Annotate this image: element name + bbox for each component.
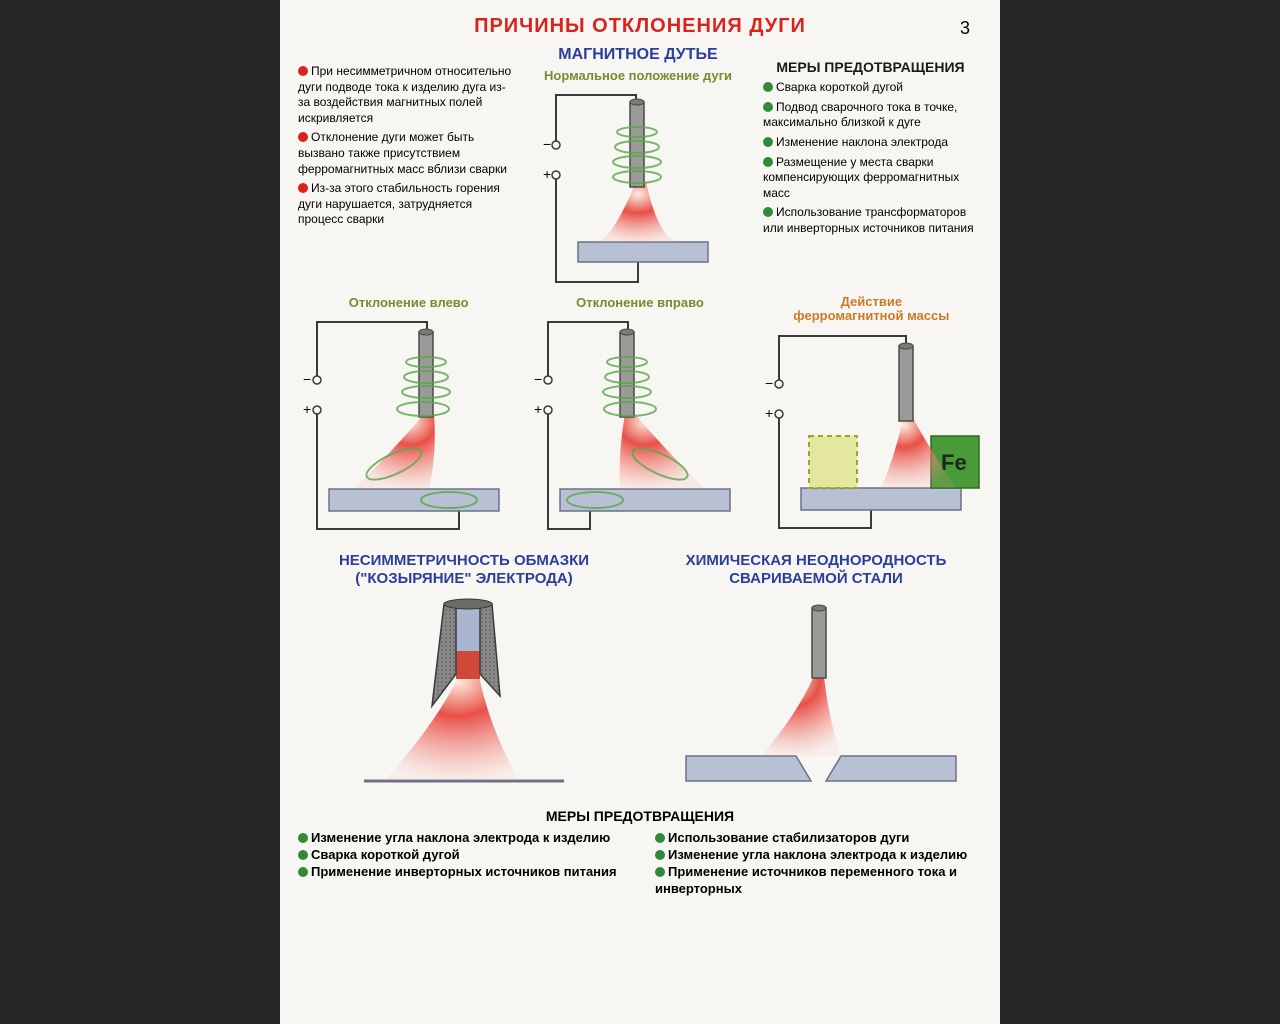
- magnetic-blow-title: МАГНИТНОЕ ДУТЬЕ: [523, 46, 753, 64]
- diagram-normal-wrapper: МАГНИТНОЕ ДУТЬЕ Нормальное положение дуг…: [523, 46, 753, 287]
- section-coating: НЕСИММЕТРИЧНОСТЬ ОБМАЗКИ ("КОЗЫРЯНИЕ" ЭЛ…: [298, 552, 630, 796]
- svg-text:+: +: [303, 401, 311, 417]
- bullet-green-icon: [298, 833, 308, 843]
- svg-text:+: +: [543, 166, 551, 182]
- bullet-green-icon: [298, 867, 308, 877]
- diagram-deflect-right: − +: [530, 314, 750, 534]
- diagram-right-cell: Отклонение вправо − +: [529, 295, 750, 534]
- diagram-ferro: − + Fe: [761, 328, 981, 533]
- bullet-red-icon: [298, 66, 308, 76]
- prevent-text: Применение инверторных источни­ков питан…: [311, 864, 617, 879]
- section-chemical: ХИМИЧЕСКАЯ НЕОДНОРОДНОСТЬ СВАРИВАЕМОЙ СТ…: [650, 552, 982, 796]
- bottom-prevent-right: Использование стабилизаторов дуги Измене…: [655, 830, 982, 898]
- svg-text:−: −: [534, 371, 542, 387]
- prevent-text: Сварка короткой дугой: [311, 847, 460, 862]
- bullet-green-icon: [655, 833, 665, 843]
- chemical-title: ХИМИЧЕСКАЯ НЕОДНОРОДНОСТЬ СВАРИВАЕМОЙ СТ…: [650, 552, 982, 588]
- diagram-chemical: [666, 596, 966, 796]
- row-lower-sections: НЕСИММЕТРИЧНОСТЬ ОБМАЗКИ ("КОЗЫРЯНИЕ" ЭЛ…: [298, 552, 982, 796]
- prevent-text: Применение источников переменного тока и…: [655, 864, 957, 896]
- right-deflect-label: Отклонение вправо: [529, 295, 750, 310]
- bottom-prevention-cols: Изменение угла наклона электрода к издел…: [298, 830, 982, 898]
- svg-text:−: −: [765, 375, 773, 391]
- bullet-green-icon: [655, 867, 665, 877]
- left-deflect-label: Отклонение влево: [298, 295, 519, 310]
- bullet-green-icon: [298, 850, 308, 860]
- prevent-text: Использование трансформа­торов или инвер…: [763, 205, 974, 235]
- diagram-ferro-cell: Действиеферромагнитной массы − +: [761, 295, 982, 534]
- bullet-green-icon: [655, 850, 665, 860]
- svg-text:−: −: [303, 371, 311, 387]
- svg-text:+: +: [765, 405, 773, 421]
- prevent-text: Изменение угла наклона электрода к издел…: [311, 830, 610, 845]
- diagram-coating: [344, 596, 584, 796]
- ferro-label: Действиеферромагнитной массы: [761, 295, 982, 324]
- row-magnetic-blow: При несимметричном относительно дуги под…: [298, 46, 982, 287]
- diagram-left-cell: Отклонение влево − +: [298, 295, 519, 534]
- bullet-red-icon: [298, 132, 308, 142]
- diagram-normal: − +: [528, 87, 748, 287]
- bullet-green-icon: [763, 157, 773, 167]
- bullet-green-icon: [763, 207, 773, 217]
- bullet-green-icon: [763, 102, 773, 112]
- diagram-deflect-left: − +: [299, 314, 519, 534]
- prevent-text: Использование стабилизаторов дуги: [668, 830, 909, 845]
- bottom-prevention-title: МЕРЫ ПРЕДОТВРАЩЕНИЯ: [298, 808, 982, 824]
- cause-text: Из-за этого стабильность горения дуги на…: [298, 181, 500, 226]
- cause-text: При несимметричном относительно дуги под…: [298, 64, 511, 125]
- prevent-text: Подвод сварочного тока в точке, максимал…: [763, 100, 957, 130]
- infographic-page: 3 ПРИЧИНЫ ОТКЛОНЕНИЯ ДУГИ При несимметри…: [280, 0, 1000, 1024]
- prevent-text: Размещение у места сварки компенсирующих…: [763, 155, 959, 200]
- bullet-green-icon: [763, 82, 773, 92]
- svg-text:−: −: [543, 136, 551, 152]
- svg-text:+: +: [534, 401, 542, 417]
- bullet-red-icon: [298, 183, 308, 193]
- bullet-green-icon: [763, 137, 773, 147]
- main-title: ПРИЧИНЫ ОТКЛОНЕНИЯ ДУГИ: [298, 15, 982, 38]
- prevention-title: МЕРЫ ПРЕДОТВРАЩЕНИЯ: [763, 58, 978, 76]
- normal-label: Нормальное положение дуги: [523, 68, 753, 83]
- prevention-column: МЕРЫ ПРЕДОТВРАЩЕНИЯ Сварка короткой дуго…: [763, 46, 978, 287]
- coating-title: НЕСИММЕТРИЧНОСТЬ ОБМАЗКИ ("КОЗЫРЯНИЕ" ЭЛ…: [298, 552, 630, 588]
- prevent-text: Изменение угла наклона электрода к издел…: [668, 847, 967, 862]
- bottom-prevent-left: Изменение угла наклона электрода к издел…: [298, 830, 625, 898]
- row-deflection-diagrams: Отклонение влево − +: [298, 295, 982, 534]
- prevent-text: Сварка короткой дугой: [776, 80, 903, 94]
- page-number: 3: [960, 18, 970, 39]
- cause-text: Отклонение дуги может быть вызвано также…: [298, 130, 507, 175]
- causes-column: При несимметричном относительно дуги под…: [298, 46, 513, 287]
- prevent-text: Изменение наклона элек­трода: [776, 135, 948, 149]
